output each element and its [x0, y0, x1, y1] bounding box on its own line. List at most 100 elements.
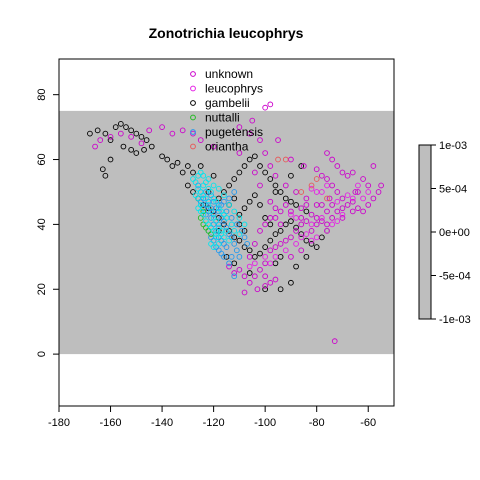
colorbar-label: 5e-04 [439, 184, 467, 196]
data-point [308, 182, 315, 189]
data-point [236, 266, 243, 273]
legend-marker [190, 85, 196, 92]
data-point [203, 195, 209, 202]
legend-item: unknown [190, 67, 253, 81]
data-point [128, 133, 135, 140]
data-point [349, 169, 356, 176]
x-axis: -180 -160 -140 -120 -100 -80 -60 [48, 405, 376, 429]
data-point [324, 182, 330, 189]
data-point [241, 228, 248, 234]
data-point [233, 247, 240, 254]
data-point [200, 172, 207, 179]
background-band-layer [59, 110, 394, 355]
data-point [339, 169, 346, 176]
data-point [231, 176, 238, 182]
data-point [262, 169, 269, 176]
data-point [293, 215, 299, 221]
data-point [293, 224, 299, 231]
data-point [236, 231, 243, 237]
data-point [303, 253, 310, 260]
data-point [251, 260, 258, 267]
data-point [190, 169, 196, 176]
data-point [308, 185, 315, 192]
data-point [249, 117, 256, 124]
colorbar-bar [418, 144, 432, 320]
data-point [231, 234, 238, 241]
colorbar-label: 1e-03 [439, 140, 467, 152]
data-point [272, 172, 279, 179]
series-unknown [92, 101, 384, 344]
data-point [241, 205, 248, 212]
legend-item: nuttalli [190, 111, 240, 125]
data-point [92, 143, 98, 150]
data-point [231, 270, 238, 276]
data-point [303, 208, 310, 215]
data-point [236, 124, 243, 130]
colorbar: 1e-03 5e-04 0e+00 -5e-04 -1e-03 [418, 140, 471, 326]
data-point [277, 221, 284, 228]
y-tick-label: 0 [36, 351, 48, 357]
data-point [300, 163, 307, 169]
legend-item: oriantha [190, 140, 249, 154]
data-point [215, 185, 222, 192]
data-point [282, 202, 289, 208]
data-point [282, 237, 289, 244]
data-point [329, 202, 336, 208]
data-point [272, 231, 279, 237]
data-point [262, 273, 269, 280]
data-point [107, 137, 114, 143]
data-point [365, 189, 372, 195]
data-point [213, 218, 220, 224]
data-point [308, 228, 315, 234]
data-point [334, 163, 341, 169]
data-point [236, 215, 243, 221]
data-point [246, 156, 253, 163]
data-point [141, 146, 147, 153]
data-point [159, 124, 165, 130]
data-point [267, 176, 274, 182]
data-point [262, 221, 269, 228]
data-point [257, 266, 263, 273]
data-point [349, 198, 356, 205]
data-point [267, 279, 274, 286]
data-point [313, 176, 320, 182]
data-point [197, 208, 204, 215]
data-point [241, 221, 248, 228]
data-point [293, 241, 299, 247]
data-point [267, 101, 274, 108]
data-point [288, 211, 294, 218]
data-point [339, 215, 346, 221]
data-point [298, 205, 305, 212]
data-point [313, 234, 320, 241]
data-point [117, 130, 124, 137]
data-point [324, 208, 330, 215]
legend: unknownleucophrysgambeliinuttallipugeten… [190, 67, 263, 154]
data-point [334, 198, 341, 205]
data-point [221, 192, 227, 199]
data-point [282, 156, 289, 163]
data-point [331, 338, 338, 344]
data-point [148, 143, 155, 150]
data-point [272, 244, 279, 250]
data-point [355, 189, 361, 195]
data-point [143, 137, 150, 143]
data-point [174, 159, 181, 166]
data-point [267, 163, 274, 169]
data-point [99, 166, 106, 173]
legend-marker [190, 71, 196, 77]
data-point [293, 263, 299, 270]
data-point [94, 127, 101, 134]
data-point [231, 241, 238, 247]
data-point [251, 169, 258, 176]
data-point [262, 104, 269, 111]
data-point [123, 124, 129, 130]
data-point [223, 215, 230, 221]
data-point [262, 283, 269, 289]
data-point [246, 270, 253, 276]
data-point [329, 156, 336, 163]
data-point [231, 208, 238, 215]
data-point [262, 286, 269, 293]
data-point [275, 137, 281, 143]
data-point [257, 137, 263, 143]
data-point [272, 276, 279, 283]
